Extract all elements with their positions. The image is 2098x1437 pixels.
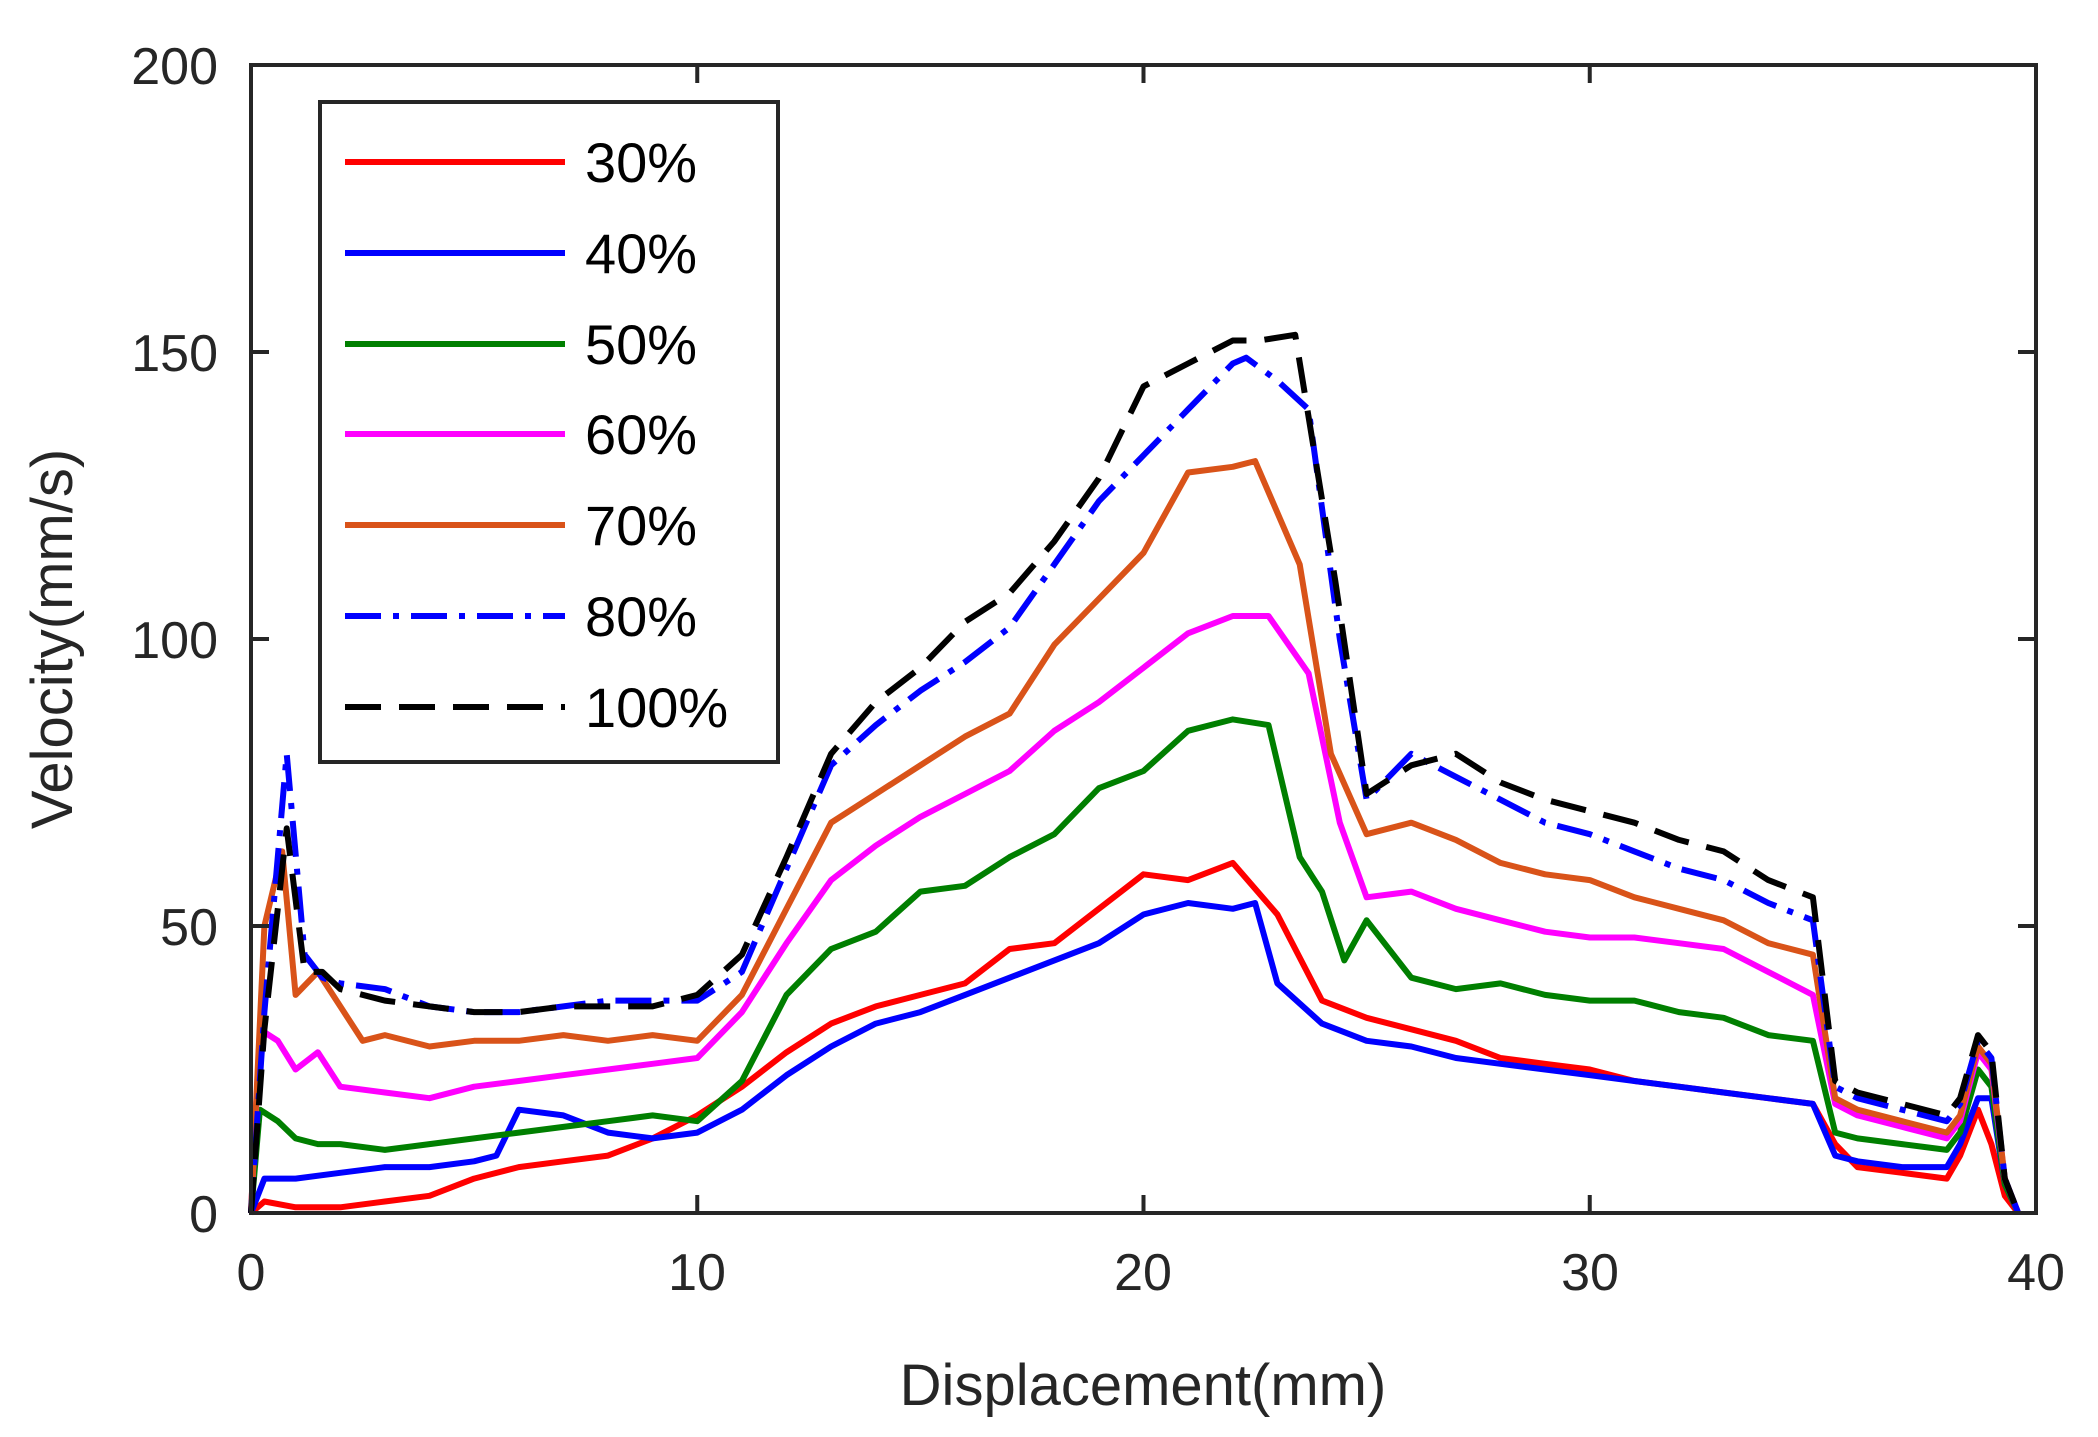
legend-label-80: 80%: [585, 585, 697, 648]
series-line-50pct: [248, 716, 2021, 1215]
y-tick-label: 0: [189, 1186, 218, 1244]
legend: 30% 40% 50% 60% 70% 80% 100%: [318, 100, 780, 764]
x-tick-label: 40: [2007, 1244, 2065, 1302]
y-tick-label: 50: [160, 899, 218, 957]
x-tick-label: 0: [237, 1244, 266, 1302]
x-tick-label: 10: [668, 1244, 726, 1302]
y-tick-label: 200: [131, 38, 218, 96]
legend-label-60: 60%: [585, 403, 697, 466]
series-layer: [248, 331, 2021, 1216]
x-tick-label: 20: [1114, 1244, 1172, 1302]
x-axis-title: Displacement(mm): [900, 1353, 1387, 1418]
legend-label-100: 100%: [585, 676, 728, 739]
y-tick-label: 100: [131, 612, 218, 670]
y-axis-title: Velocity(mm/s): [20, 449, 85, 829]
series-line-40pct: [248, 900, 2021, 1215]
series-line-100pct: [248, 331, 2021, 1215]
legend-label-40: 40%: [585, 222, 697, 285]
y-tick-label: 150: [131, 325, 218, 383]
legend-label-30: 30%: [585, 131, 697, 194]
series-line-60pct: [248, 613, 2021, 1215]
x-tick-label: 30: [1561, 1244, 1619, 1302]
tick-layer: [249, 63, 2038, 1215]
legend-label-70: 70%: [585, 494, 697, 557]
legend-label-50: 50%: [585, 313, 697, 376]
